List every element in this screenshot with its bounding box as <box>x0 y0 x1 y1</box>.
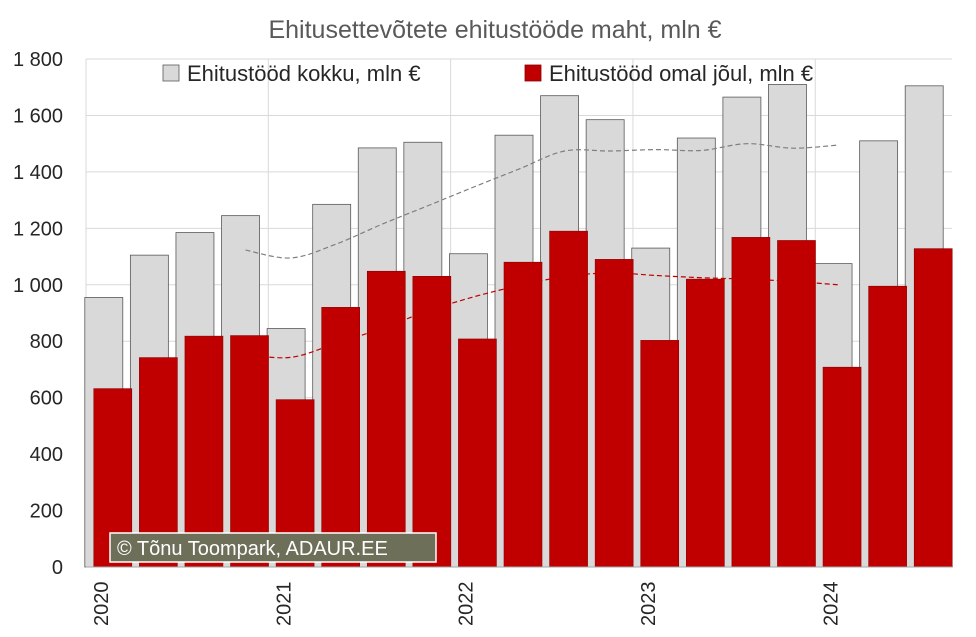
y-tick-label: 1 600 <box>13 105 63 127</box>
y-tick-label: 200 <box>30 501 63 523</box>
bar-own <box>913 248 953 568</box>
y-tick-label: 0 <box>52 557 63 579</box>
x-tick-label: 2022 <box>456 582 478 627</box>
y-tick-label: 600 <box>30 388 63 410</box>
legend-swatch-total <box>162 64 180 82</box>
bar-own <box>366 270 406 568</box>
bar-own <box>549 230 588 568</box>
legend-label-own: Ehitustööd omal jõul, mln € <box>549 61 813 86</box>
x-tick-label: 2023 <box>638 582 660 627</box>
trend-line-total <box>245 143 839 259</box>
bar-own <box>230 335 269 568</box>
bar-own <box>503 261 543 568</box>
legend-label-total: Ehitustööd kokku, mln € <box>187 61 421 86</box>
chart-title: Ehitusettevõtete ehitustööde maht, mln € <box>268 16 721 44</box>
bar-own <box>868 285 907 568</box>
bar-own <box>139 357 178 568</box>
x-tick-label: 2020 <box>91 582 113 627</box>
trend-line-own <box>245 272 839 359</box>
bar-own <box>458 338 497 568</box>
y-axis: 0 200 400 600 800 1 000 1 200 1 400 1 600 1 800 <box>13 49 63 579</box>
bar-own <box>822 366 862 568</box>
credit-box: © Tõnu Toompark, ADAUR.EE <box>109 532 437 563</box>
credit-background <box>109 532 437 563</box>
bars-own-series <box>93 230 953 568</box>
y-tick-label: 1 200 <box>13 218 63 240</box>
x-tick-label: 2024 <box>820 582 842 627</box>
y-tick-label: 400 <box>30 444 63 466</box>
bar-own <box>412 276 452 568</box>
bar-own <box>184 335 224 568</box>
x-tick-label: 2021 <box>273 582 295 627</box>
x-axis: 2020 2021 2022 2023 2024 <box>86 566 952 627</box>
bar-own <box>686 278 725 568</box>
bar-own <box>640 340 680 568</box>
bar-own <box>777 240 816 568</box>
bar-own <box>321 307 360 568</box>
y-tick-label: 1 800 <box>13 49 63 71</box>
legend-swatch-own <box>524 64 542 82</box>
y-tick-label: 1 000 <box>13 275 63 297</box>
y-tick-label: 800 <box>30 331 63 353</box>
y-tick-label: 1 400 <box>13 162 63 184</box>
bar-own <box>594 259 634 568</box>
credit-text: © Tõnu Toompark, ADAUR.EE <box>117 538 388 560</box>
bar-own <box>731 237 771 568</box>
legend: Ehitustööd kokku, mln € Ehitustööd omal j… <box>162 61 813 86</box>
trend-lines <box>245 143 839 359</box>
